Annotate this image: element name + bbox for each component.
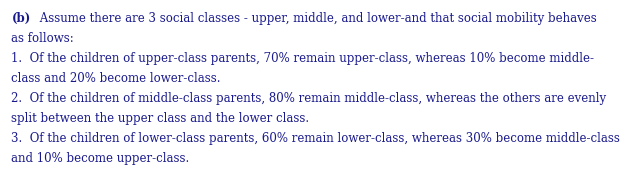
Text: Assume there are 3 social classes - upper, middle, and lower-and that social mob: Assume there are 3 social classes - uppe… bbox=[36, 12, 597, 25]
Text: split between the upper class and the lower class.: split between the upper class and the lo… bbox=[11, 112, 310, 125]
Text: 1.  Of the children of upper-class parents, 70% remain upper-class, whereas 10% : 1. Of the children of upper-class parent… bbox=[11, 52, 594, 65]
Text: and 10% become upper-class.: and 10% become upper-class. bbox=[11, 152, 190, 165]
Text: class and 20% become lower-class.: class and 20% become lower-class. bbox=[11, 72, 221, 85]
Text: (b): (b) bbox=[11, 12, 30, 25]
Text: as follows:: as follows: bbox=[11, 32, 74, 45]
Text: 2.  Of the children of middle-class parents, 80% remain middle-class, whereas th: 2. Of the children of middle-class paren… bbox=[11, 92, 606, 105]
Text: 3.  Of the children of lower-class parents, 60% remain lower-class, whereas 30% : 3. Of the children of lower-class parent… bbox=[11, 132, 620, 145]
